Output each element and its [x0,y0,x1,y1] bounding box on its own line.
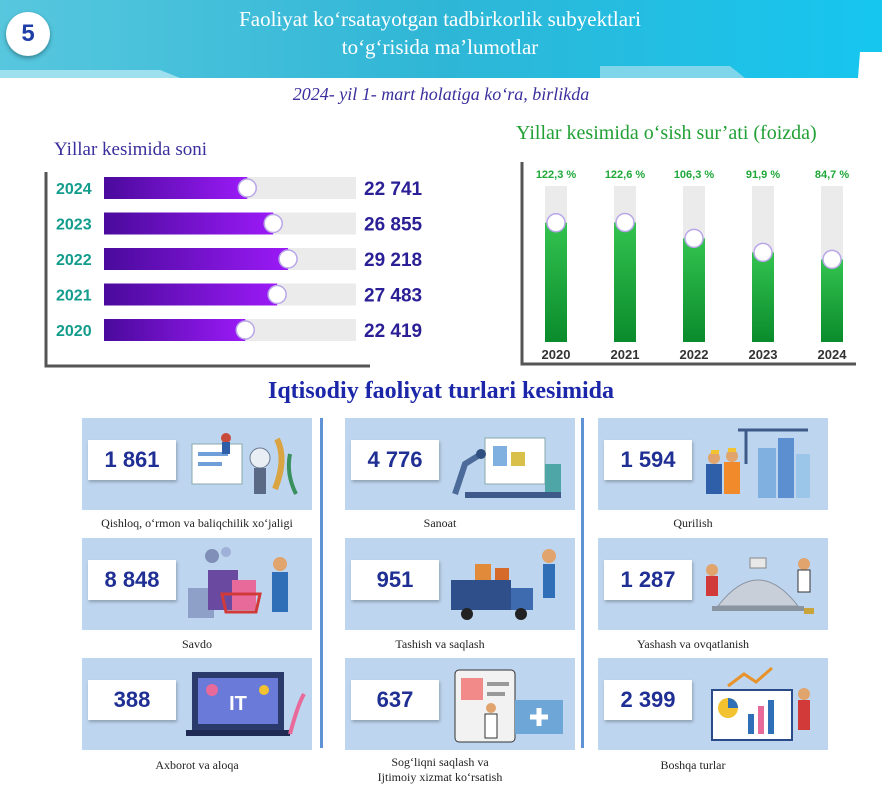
tile-label-line1: Sog‘liqni saqlash va [391,755,489,769]
tile-transport: 951 [345,538,575,630]
growth-bar [545,222,567,342]
growth-bar [614,222,636,342]
growth-percent-label: 91,9 % [746,169,780,181]
tile-value: 637 [351,680,439,720]
count-bar-knob [263,213,283,234]
tile-value: 4 776 [351,440,439,480]
tile-other: 2 399 [598,658,828,750]
tile-label: Qishloq, o‘rmon va baliqchilik xo‘jaligi [101,516,293,530]
tile-value: 1 594 [604,440,692,480]
count-year-label: 2023 [56,217,92,234]
tile-value: 2 399 [604,680,692,720]
svg-text:IT: IT [229,693,247,715]
tile-label: Boshqa turlar [660,758,726,772]
growth-bar-knob [684,228,704,249]
count-value-label: 26 855 [364,215,423,236]
tile-value: 1 861 [88,440,176,480]
count-year-label: 2024 [56,181,92,198]
tile-label: Savdo [182,637,212,651]
growth-percent-label: 122,6 % [605,169,646,181]
business-analytics-icon [711,666,810,741]
count-value-label: 22 419 [364,321,422,342]
tile-value: 8 848 [88,560,176,600]
growth-rate-chart: 122,3 % 2020 122,6 % 2021 106,3 % 2022 91,9 % 2… [520,162,856,366]
growth-bar [683,238,705,342]
count-value-label: 22 741 [364,179,423,200]
count-by-year-chart: 2024 22 741 2023 26 855 2022 29 218 2021 27 483… [44,172,423,368]
growth-bar-knob [615,212,635,233]
tile-value: 951 [351,560,439,600]
count-bar-knob [278,249,298,269]
growth-percent-label: 106,3 % [674,169,715,181]
growth-year-label: 2022 [680,347,709,362]
growth-bar-knob [753,242,773,263]
farming-lab-icon [191,433,298,495]
growth-year-label: 2021 [611,347,640,362]
growth-percent-label: 122,3 % [536,169,577,181]
column-divider-2 [581,418,584,748]
tile-label: Sanoat [423,516,457,530]
tile-label: Axborot va aloqa [155,758,239,772]
count-value-label: 27 483 [364,286,422,307]
tile-accommodation: 1 287 [598,538,828,630]
growth-year-label: 2023 [749,347,778,362]
count-bar [104,177,248,199]
count-bar-knob [267,284,287,305]
tile-industry: 4 776 [345,418,575,510]
growth-year-label: 2020 [542,347,571,362]
shopping-bags-icon [188,547,288,618]
tile-construction: 1 594 [598,418,828,510]
growth-percent-label: 84,7 % [815,169,849,181]
factory-robot-icon [452,437,561,498]
count-year-label: 2021 [56,288,92,305]
page-title-line2: to‘g‘risida ma’lumotlar [341,35,539,59]
growth-bar-knob [822,249,842,270]
count-bar [104,248,289,270]
count-bar-knob [235,320,255,340]
count-bar-knob [237,178,258,198]
delivery-truck-icon [451,549,556,620]
count-bar [104,319,246,341]
count-bar [104,212,274,235]
page-title-line1: Faoliyat ko‘rsatayotgan tadbirkorlik sub… [239,7,641,31]
tile-label: Yashash va ovqatlanish [636,637,750,651]
column-divider-1 [320,418,323,748]
growth-bar-knob [546,213,566,233]
tile-label: Tashish va saqlash [395,637,485,651]
tile-it: 388 IT [82,658,312,750]
tile-value: 388 [88,680,176,720]
it-laptop-icon: IT [186,672,306,736]
header-banner [0,0,882,78]
growth-chart-title: Yillar kesimida o‘sish sur’ati (foizda) [516,122,817,144]
medical-clipboard-icon [454,669,563,743]
tile-value: 1 287 [604,560,692,600]
tile-label: Qurilish [673,516,713,530]
hotel-service-icon [706,557,814,614]
growth-year-label: 2024 [818,347,848,362]
growth-chart-axis [520,162,856,366]
construction-workers-icon [706,428,810,498]
count-chart-axis [44,172,370,368]
count-bar [104,283,278,306]
page-subtitle: 2024- yil 1- mart holatiga ko‘ra, birlik… [292,84,590,104]
growth-bar [752,252,774,342]
count-chart-title: Yillar kesimida soni [54,139,208,160]
section-title: Iqtisodiy faoliyat turlari kesimida [267,378,615,404]
growth-bar [821,259,843,342]
tile-agriculture: 1 861 [82,418,312,510]
tile-health: 637 [345,658,575,750]
tile-trade: 8 848 [82,538,312,630]
tile-label-line2: Ijtimoiy xizmat ko‘rsatish [377,770,503,784]
count-value-label: 29 218 [364,250,422,271]
count-year-label: 2022 [56,252,92,269]
slide-number-badge: 5 [6,12,50,56]
count-year-label: 2020 [56,323,92,340]
